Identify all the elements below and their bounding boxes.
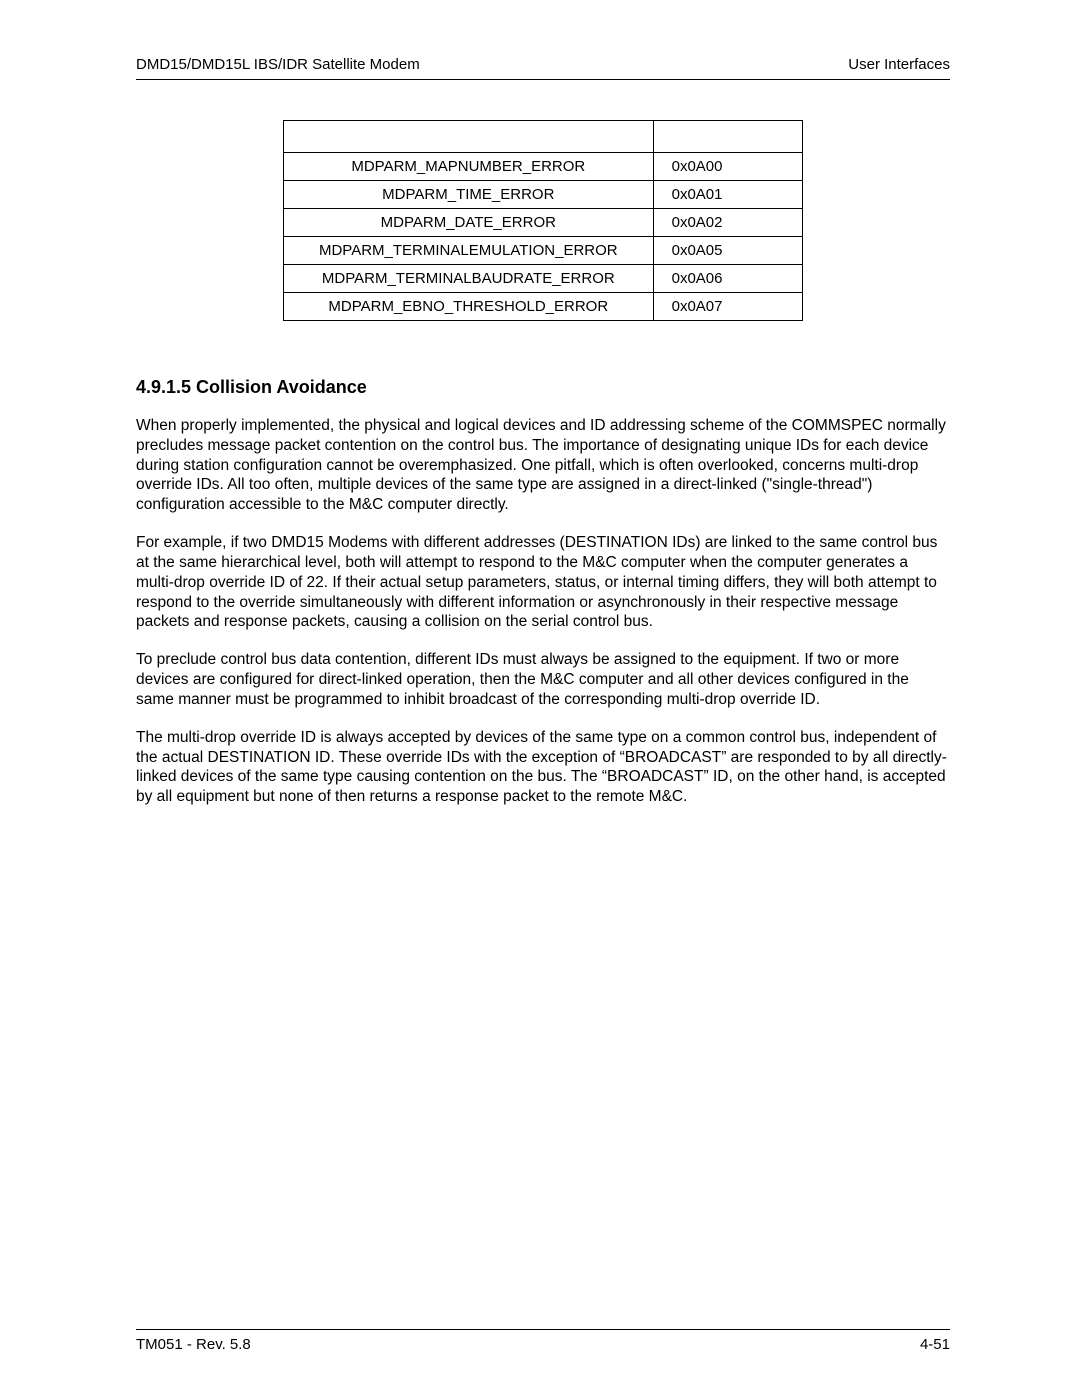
body-paragraph: The multi-drop override ID is always acc… xyxy=(136,728,950,807)
header-title-left: DMD15/DMD15L IBS/IDR Satellite Modem xyxy=(136,56,420,73)
table-cell-empty xyxy=(653,121,802,153)
page-header: DMD15/DMD15L IBS/IDR Satellite Modem Use… xyxy=(136,56,950,80)
error-code: 0x0A06 xyxy=(653,265,802,293)
error-name: MDPARM_TERMINALBAUDRATE_ERROR xyxy=(284,265,654,293)
error-name: MDPARM_TERMINALEMULATION_ERROR xyxy=(284,237,654,265)
error-code: 0x0A02 xyxy=(653,209,802,237)
table-row: MDPARM_MAPNUMBER_ERROR 0x0A00 xyxy=(284,153,803,181)
page-footer: TM051 - Rev. 5.8 4-51 xyxy=(136,1329,950,1353)
document-page: DMD15/DMD15L IBS/IDR Satellite Modem Use… xyxy=(0,0,1080,1397)
table-row: MDPARM_DATE_ERROR 0x0A02 xyxy=(284,209,803,237)
error-name: MDPARM_TIME_ERROR xyxy=(284,181,654,209)
error-name: MDPARM_EBNO_THRESHOLD_ERROR xyxy=(284,293,654,321)
table-row: MDPARM_TERMINALEMULATION_ERROR 0x0A05 xyxy=(284,237,803,265)
table-row: MDPARM_TIME_ERROR 0x0A01 xyxy=(284,181,803,209)
section-heading: 4.9.1.5 Collision Avoidance xyxy=(136,377,950,398)
footer-page-number: 4-51 xyxy=(920,1336,950,1353)
error-name: MDPARM_MAPNUMBER_ERROR xyxy=(284,153,654,181)
table-row: MDPARM_EBNO_THRESHOLD_ERROR 0x0A07 xyxy=(284,293,803,321)
error-code: 0x0A00 xyxy=(653,153,802,181)
table-row xyxy=(284,121,803,153)
error-code-table: MDPARM_MAPNUMBER_ERROR 0x0A00 MDPARM_TIM… xyxy=(283,120,803,321)
body-paragraph: For example, if two DMD15 Modems with di… xyxy=(136,533,950,632)
header-title-right: User Interfaces xyxy=(848,56,950,73)
table-cell-empty xyxy=(284,121,654,153)
table-row: MDPARM_TERMINALBAUDRATE_ERROR 0x0A06 xyxy=(284,265,803,293)
error-name: MDPARM_DATE_ERROR xyxy=(284,209,654,237)
footer-doc-id: TM051 - Rev. 5.8 xyxy=(136,1336,251,1353)
body-paragraph: To preclude control bus data contention,… xyxy=(136,650,950,709)
body-paragraph: When properly implemented, the physical … xyxy=(136,416,950,515)
error-code: 0x0A07 xyxy=(653,293,802,321)
error-code: 0x0A01 xyxy=(653,181,802,209)
error-code: 0x0A05 xyxy=(653,237,802,265)
